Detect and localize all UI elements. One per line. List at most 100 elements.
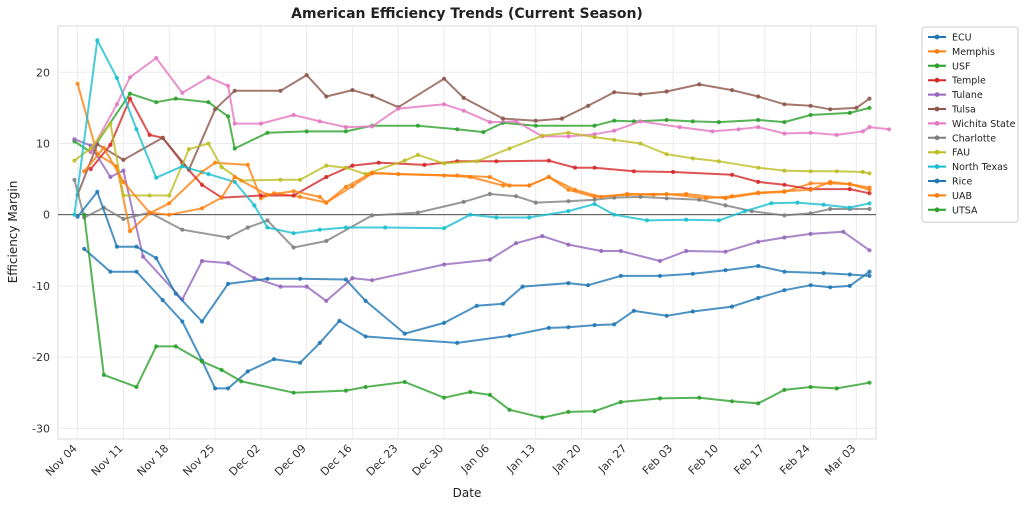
data-point xyxy=(304,73,309,78)
series-utsa xyxy=(82,212,872,420)
data-point xyxy=(173,96,178,101)
legend-marker xyxy=(934,135,940,141)
data-point xyxy=(684,248,689,254)
data-point xyxy=(461,199,466,204)
data-point xyxy=(612,212,617,217)
data-point xyxy=(507,407,512,412)
data-point xyxy=(644,218,650,223)
data-point xyxy=(127,75,133,80)
data-point xyxy=(592,135,597,140)
series-line-usf xyxy=(73,92,870,153)
data-point xyxy=(415,152,420,157)
data-point xyxy=(723,268,728,273)
data-point xyxy=(82,246,87,251)
data-point xyxy=(494,159,499,164)
data-point xyxy=(690,271,695,276)
data-point xyxy=(474,303,479,308)
data-point xyxy=(782,189,787,194)
data-point xyxy=(487,257,492,262)
data-point xyxy=(245,225,250,230)
legend-item-north-texas: North Texas xyxy=(928,162,1008,173)
data-point xyxy=(690,119,695,124)
data-point xyxy=(265,192,270,197)
data-point xyxy=(258,121,263,126)
data-point xyxy=(134,269,139,274)
data-point xyxy=(520,284,525,289)
data-point xyxy=(468,212,473,217)
data-point xyxy=(324,238,329,244)
data-point xyxy=(245,369,250,374)
data-point xyxy=(134,384,139,390)
data-point xyxy=(291,193,296,198)
legend-item-utsa: UTSA xyxy=(928,205,978,216)
data-point xyxy=(376,160,381,165)
data-point xyxy=(232,88,237,93)
data-point xyxy=(258,193,263,198)
data-point xyxy=(219,195,224,200)
data-point xyxy=(455,127,460,132)
data-point xyxy=(867,96,872,101)
data-point xyxy=(127,96,133,101)
data-point xyxy=(500,301,506,306)
data-point xyxy=(402,158,407,163)
data-point xyxy=(847,272,852,277)
legend-label: Temple xyxy=(951,76,986,87)
data-point xyxy=(638,194,643,199)
data-point xyxy=(474,159,479,164)
data-point xyxy=(232,121,237,126)
data-point xyxy=(867,185,872,190)
series-usf xyxy=(72,91,872,155)
data-point xyxy=(213,160,218,165)
data-point xyxy=(350,276,355,281)
data-point xyxy=(160,298,165,303)
data-point xyxy=(847,110,852,115)
data-point xyxy=(808,169,813,174)
data-point xyxy=(514,119,519,124)
data-point xyxy=(343,165,348,170)
legend-item-wichita-state: Wichita State xyxy=(928,119,1016,130)
series-tulsa xyxy=(75,73,872,197)
data-point xyxy=(343,184,348,189)
data-point xyxy=(527,215,532,220)
data-point xyxy=(173,344,178,349)
data-point xyxy=(343,388,348,393)
data-point xyxy=(422,162,427,167)
data-point xyxy=(370,170,375,175)
legend: ECU Memphis USF Temple Tulane Tulsa Wichita St… xyxy=(921,26,1019,223)
series-uab xyxy=(82,145,872,217)
data-point xyxy=(854,105,859,110)
legend-item-uab: UAB xyxy=(928,191,972,202)
data-point xyxy=(343,277,348,282)
data-point xyxy=(677,125,682,130)
data-point xyxy=(684,217,689,222)
series-line-utsa xyxy=(83,214,870,419)
data-point xyxy=(219,164,224,170)
data-point xyxy=(154,175,159,180)
data-point xyxy=(716,218,722,223)
data-point xyxy=(108,269,113,274)
data-point xyxy=(631,169,637,174)
data-point xyxy=(533,123,538,128)
data-point xyxy=(828,285,833,290)
legend-marker xyxy=(934,106,940,112)
x-axis-label: Date xyxy=(453,486,482,500)
data-point xyxy=(121,179,126,184)
legend-label: UAB xyxy=(952,191,972,202)
data-point xyxy=(638,141,643,146)
data-point xyxy=(121,193,126,198)
data-point xyxy=(756,239,761,244)
data-point xyxy=(729,194,735,199)
data-point xyxy=(808,231,813,236)
series-rice xyxy=(75,189,872,336)
data-point xyxy=(697,82,702,87)
data-point xyxy=(265,276,270,281)
legend-marker xyxy=(934,49,940,54)
data-point xyxy=(396,106,401,111)
data-point xyxy=(834,169,839,174)
data-point xyxy=(141,254,146,259)
data-point xyxy=(442,262,447,267)
data-point xyxy=(867,380,872,385)
data-point xyxy=(291,112,296,118)
legend-item-memphis: Memphis xyxy=(928,47,995,58)
chart-title: American Efficiency Trends (Current Seas… xyxy=(291,6,643,22)
